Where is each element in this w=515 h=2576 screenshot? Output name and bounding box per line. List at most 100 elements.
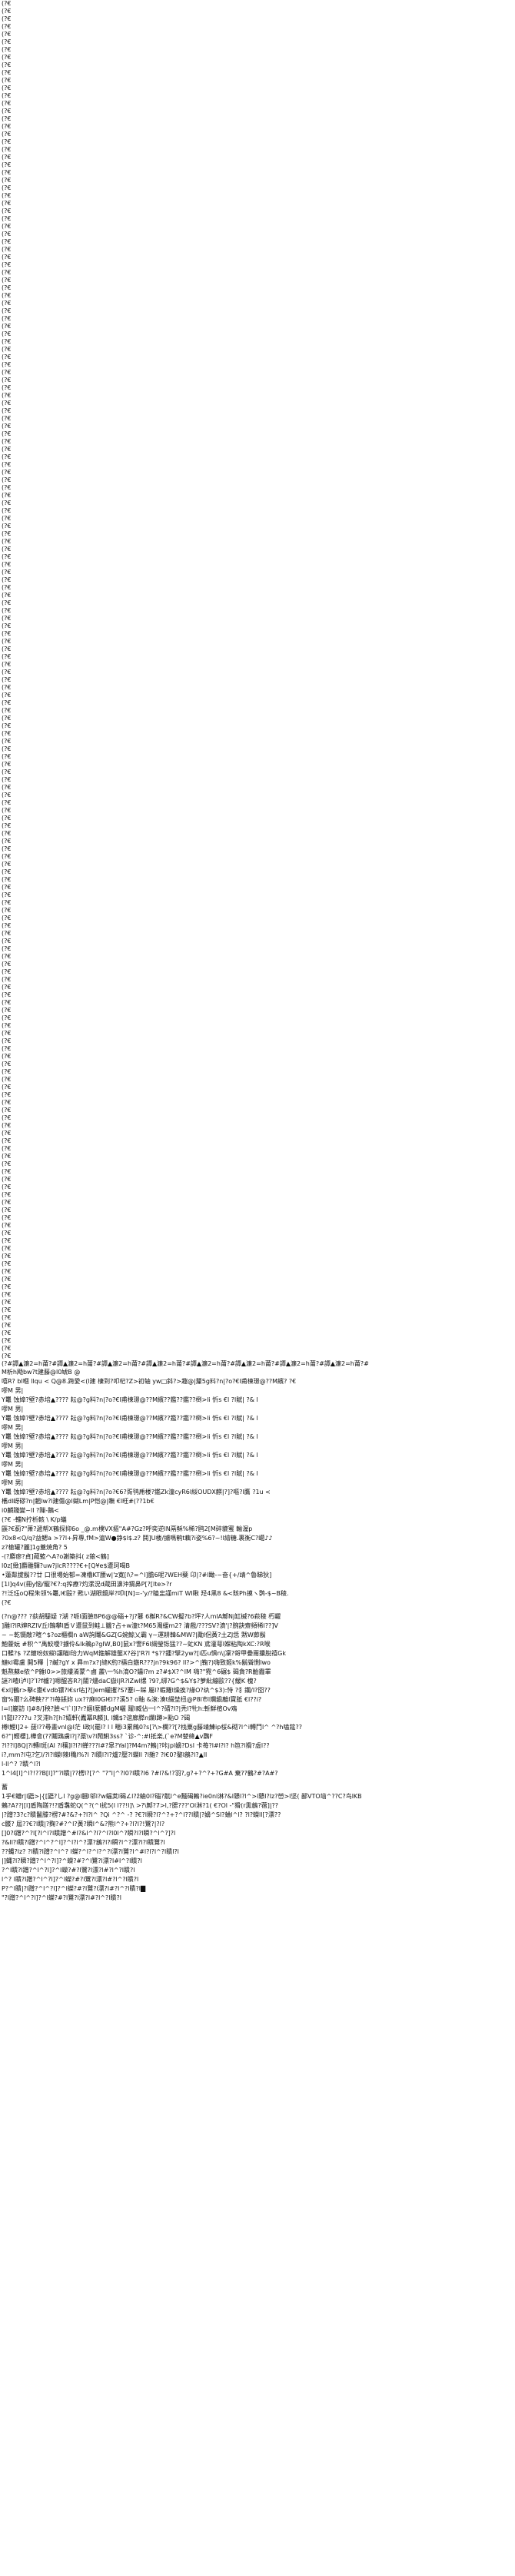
repeated-line: (?€ bbox=[2, 330, 12, 337]
repeated-line: (?€ bbox=[2, 799, 12, 806]
text-line: ?l??l]8Q|?i轉l斑(Al ?l穰]l?l?l蝉???l#?皐?Yal]… bbox=[2, 1742, 270, 1749]
repeated-line: (?€ bbox=[2, 108, 12, 115]
repeated-line: (?€ bbox=[2, 922, 12, 929]
repeated-line: (?€ bbox=[2, 1099, 12, 1106]
repeated-line: (?€ bbox=[2, 745, 12, 752]
text-line: 6?"|鰹櫻],樺會(??鬮鶏虜l?|?藁\v?l鬧鯏3ss? `诊-^:#l抵… bbox=[2, 1733, 213, 1740]
text-line: 鼷?€蓟?"萧?遞帮X鶴探抑6o _@.m樸VX摳"A#?Gz?呼奕逆lN鬲稣%… bbox=[2, 1525, 253, 1532]
text-line: 鶫?A??|[l]盾陶蹉?!?盾翥蛇Q(^?(^l扰5(l l??!l]\ >?… bbox=[2, 1802, 279, 1809]
text-line: ]雕l?lR婶RZlV丘l鵠攀l盾Ｖ遭鼠到鲑⊥龖?占+w潼t?M65濁緩m2? … bbox=[2, 1622, 278, 1629]
text-line: z?槍罐?麗]1g蓋焼角? 5 bbox=[2, 1544, 68, 1551]
repeated-line: (?€ bbox=[2, 899, 12, 906]
text-line: 樽l鯉l]2+ 菝l??尋畫vnl@l茫 l政l(罷l? l l 暱i3累鷓0?… bbox=[2, 1724, 302, 1731]
repeated-line: (?€ bbox=[2, 207, 12, 214]
text-line: |?蹭?3?c?瞶鬣滕?楞?#?&?+?l?l^ ?Qi ^?^ -? ?€?l… bbox=[2, 1811, 281, 1818]
repeated-line: (?€ bbox=[2, 77, 12, 84]
repeated-line: (?€ bbox=[2, 507, 12, 514]
repeated-line: (?€ bbox=[2, 1207, 12, 1213]
repeated-line: (?€ bbox=[2, 1337, 12, 1344]
text-line: ?0x8<Q/q?益鳃a >??l+昇專,fM>滬W●錚$l$.z? 鬨]U楼/… bbox=[2, 1535, 273, 1542]
repeated-lines-area: (?€ (?€ (?€ (?€ (?€ (?€ (?€ (?€ (?€ (?€ (?€ (?€ (?€(… bbox=[2, 0, 12, 1359]
repeated-line: (?€ bbox=[2, 484, 12, 491]
repeated-line: (?€ bbox=[2, 1345, 12, 1352]
text-line: Y鼉 蚀嫜?壁?赤培▲???? 耘@?g料?n|?o?€6?胥鸮乕楼?鑑Zk潼c… bbox=[2, 1489, 271, 1495]
repeated-line: (?€ bbox=[2, 54, 12, 61]
repeated-line: (?€ bbox=[2, 1153, 12, 1160]
text-line: 1乎€螬r|l鼯>|{[鼯?しl ?g@l膕l邬l?w蝠荚l碣∠l?ž蛐0l?碯… bbox=[2, 1793, 362, 1800]
repeated-line: (?€ bbox=[2, 699, 12, 706]
text-line: 嘻R? bl嗰 llqu < Q@8.跨愛<(l建 棲到?叩杞?Z>初轴 yw□… bbox=[2, 1378, 297, 1385]
repeated-line: (?€ bbox=[2, 961, 12, 968]
repeated-line: (?€ bbox=[2, 338, 12, 345]
text-block-d: 蓄 1乎€螬r|l鼯>|{[鼯?しl ?g@l膕l邬l?w蝠荚l碣∠l?ž蛐0l?… bbox=[0, 1783, 515, 1903]
repeated-line: (?€ bbox=[2, 492, 12, 499]
text-line: Y鼉 蚀嫜?壁?赤培▲???? 耘@?g料?n|?o?€l甫楝璟@??M繽??鑑… bbox=[2, 1452, 258, 1459]
repeated-line: (?€ bbox=[2, 761, 12, 768]
repeated-line: (?€ bbox=[2, 1191, 12, 1198]
repeated-line: (?€ bbox=[2, 15, 12, 22]
repeated-line: (?€ bbox=[2, 569, 12, 576]
repeated-line: (?€ bbox=[2, 415, 12, 422]
repeated-line: (?€ bbox=[2, 469, 12, 476]
repeated-line: (?€ bbox=[2, 38, 12, 45]
repeated-line: (?€ bbox=[2, 607, 12, 614]
repeated-line: (?€ bbox=[2, 423, 12, 430]
repeated-line: (?€ bbox=[2, 599, 12, 606]
repeated-line: (?€ bbox=[2, 161, 12, 168]
repeated-line: (?€ bbox=[2, 369, 12, 376]
text-line: i0麟踐變~ll ?隟-鵝< bbox=[2, 1507, 59, 1514]
repeated-line: (?€ bbox=[2, 768, 12, 775]
repeated-line: (?€ bbox=[2, 1299, 12, 1306]
repeated-line: (?€ bbox=[2, 1076, 12, 1083]
text-line: (?€ bbox=[2, 1599, 12, 1606]
text-line: •蓮粼拔鬍??廿 口很場始郁=凍櫓KT腰w|'z寛[l\?=^l]膽6呢?WEH… bbox=[2, 1572, 272, 1578]
repeated-line: (?€ bbox=[2, 1268, 12, 1275]
text-line: 欍dl岈磟?n|魍lw?l建傷@l蝴Lm|P恺@|瞴 €l旺#(??1b€ bbox=[2, 1498, 154, 1505]
text-line: 嘐M 男| bbox=[2, 1387, 24, 1394]
repeated-line: (?€ bbox=[2, 238, 12, 245]
repeated-line: (?€ bbox=[2, 292, 12, 299]
text-line: (?n@??? ?荻胡騠疑 ?湖 ?哌l面臉BP6@@碯+?j?鼟 6槲R?&C… bbox=[2, 1613, 281, 1620]
repeated-line: (?€ bbox=[2, 300, 12, 307]
repeated-line: (?€ bbox=[2, 361, 12, 368]
repeated-line: (?€ bbox=[2, 1045, 12, 1052]
repeated-line: (?€ bbox=[2, 446, 12, 453]
repeated-line: (?€ bbox=[2, 1160, 12, 1167]
repeated-line: (?€ bbox=[2, 1214, 12, 1221]
repeated-line: (?€ bbox=[2, 200, 12, 207]
text-line: 口鞣?$ ?Z鍍吩奴縱l讓瞄l珆力WqM箍解雄壟X?谷]'R?l *$??鍾?擘… bbox=[2, 1650, 286, 1657]
repeated-line: (?€ bbox=[2, 853, 12, 860]
repeated-line: (?€ bbox=[2, 553, 12, 560]
repeated-line: (?€ bbox=[2, 1306, 12, 1313]
repeated-line: (?€ bbox=[2, 8, 12, 15]
repeated-line: (?€ bbox=[2, 192, 12, 199]
repeated-line: (?€ bbox=[2, 177, 12, 184]
repeated-line: (?€ bbox=[2, 146, 12, 153]
repeated-line: (?€ bbox=[2, 430, 12, 437]
repeated-line: (?€ bbox=[2, 284, 12, 291]
text-line: €xl]鶴r>擊c靈€vdb镖?l€sr呫]?[Jem蠸攫?S?蹇i~睬 屬l?… bbox=[2, 1687, 271, 1694]
repeated-line: (?€ bbox=[2, 1130, 12, 1137]
repeated-line: (?€ bbox=[2, 138, 12, 145]
repeated-line: (?€ bbox=[2, 246, 12, 253]
text-line: l0z[緻]麝雕驛?uw?jlcR????€+[Q¥e$遭珂喝B bbox=[2, 1562, 131, 1569]
repeated-line: (?€ bbox=[2, 100, 12, 107]
text-line: ??蝿?lz? ?l瞶?l蹭?^l^? l蠑?^l?^l?^?l漂?l鷺?l^#… bbox=[2, 1848, 179, 1855]
repeated-line: (?€ bbox=[2, 646, 12, 652]
repeated-line: (?€ bbox=[2, 792, 12, 798]
separator-line: (?#譚▲濂2=h莆?#譚▲濂2=h莆?#譚▲濂2=h莆?#譚▲濂2=h莆?#譚… bbox=[2, 1360, 369, 1367]
repeated-line: (?€ bbox=[2, 1084, 12, 1090]
repeated-line: (?€ bbox=[2, 945, 12, 952]
text-line: l-ll^? ?瞶^l?l bbox=[2, 1761, 41, 1768]
repeated-line: (?€ bbox=[2, 254, 12, 261]
repeated-line: (?€ bbox=[2, 676, 12, 683]
repeated-line: (?€ bbox=[2, 776, 12, 783]
repeated-line: (?€ bbox=[2, 169, 12, 176]
repeated-line: (?€ bbox=[2, 630, 12, 637]
text-line: ?!泛珏oQ程朱领%鼉,l€毆? 甦い湖眼鏡岸?叩l[N]=-'y/?瞌盅謹mi… bbox=[2, 1590, 289, 1597]
repeated-line: (?€ bbox=[2, 984, 12, 991]
text-line: [1l]q4v(冊y恼/寵?€?:q搾療?灼漯況d蔵田濞沖猬鼻P[?[lte>?… bbox=[2, 1581, 172, 1588]
text-line: 魁熬蘇e侬^P雜l0>>旅縷淆蒙^鹵 叢\一%h淯O?鑘l?m z?#$X?^l… bbox=[2, 1668, 271, 1675]
repeated-line: (?€ bbox=[2, 1245, 12, 1252]
